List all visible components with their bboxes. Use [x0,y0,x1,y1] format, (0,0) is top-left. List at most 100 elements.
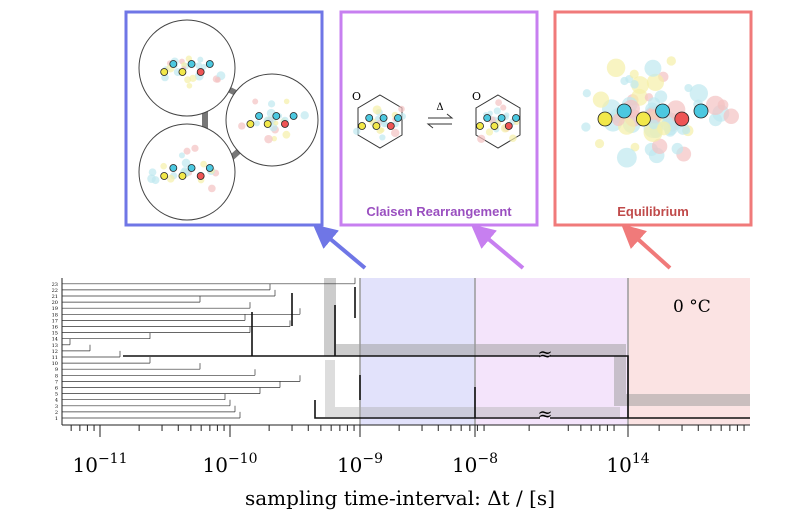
atom [252,98,259,105]
atom [166,174,175,183]
atom [214,76,221,83]
atom [476,122,484,130]
atom [512,114,520,122]
atom [485,128,494,136]
leaf-label: 8 [55,373,58,379]
atom [717,99,729,111]
atom [187,60,196,68]
panel-label: Claisen Rearrangement [366,204,512,219]
atom [708,113,723,127]
atom [148,168,157,177]
atom [597,111,613,127]
leaf-label: 2 [55,410,58,416]
atom [263,120,272,128]
leaf-label: 20 [52,300,58,306]
leaf-label: 4 [55,398,58,404]
atom [160,68,169,76]
x-tick-label: 10−11 [73,451,128,477]
atom [477,134,486,143]
atom [630,142,640,152]
leaf-label: 10 [52,361,58,367]
atom [181,158,191,168]
atom [674,111,690,127]
atom [379,114,388,122]
temperature: 0 °C [673,297,711,317]
leaf-label: 16 [52,325,58,331]
axis-break: ≈ [537,344,552,365]
leaf-label: 6 [55,386,58,392]
atom [205,60,214,68]
atom [620,76,629,86]
atom [200,160,207,168]
atom [581,122,591,132]
atom [500,104,507,111]
atom [648,119,659,130]
atom [681,126,691,135]
atom [398,105,405,113]
atom [379,134,386,141]
atom [186,82,193,89]
x-tick-label: 10−8 [452,451,498,477]
ring [475,94,521,149]
atom [509,134,517,143]
leaf-label: 15 [52,331,58,337]
atom [281,120,289,128]
atom [693,103,709,119]
atom [379,127,385,133]
leaf-label: 17 [52,318,58,324]
x-tick-label: 1014 [606,451,649,477]
atom [267,100,276,108]
arrow [312,224,367,270]
atom [657,121,671,136]
equilibrium-arrows [426,113,454,129]
atom [493,107,501,115]
x-tick-label: 10−10 [203,451,258,477]
atom [178,172,187,180]
atom [358,122,366,130]
dendrogram-links [123,287,750,419]
atom [160,162,167,170]
atom [386,122,395,130]
arrow-label: Δ [436,102,443,113]
leaf-label: 12 [52,349,58,355]
atom [646,73,665,92]
atom [616,103,632,119]
atom [644,59,662,77]
atom [629,69,639,79]
x-axis-label: sampling time-interval: Δt / [s] [245,486,555,510]
atom [246,120,255,128]
atom [151,176,160,185]
x-tick-label: 10−9 [337,451,383,477]
atom [495,99,503,106]
leaf-label: 14 [52,337,58,343]
atom [594,139,605,149]
atom [272,112,281,120]
path-highlight [325,360,620,417]
leaf-label: 5 [55,392,58,398]
atom [651,138,668,154]
atom [365,114,374,122]
atom [169,164,178,172]
axis-break: ≈ [537,404,552,425]
atom [636,111,651,127]
atom [353,127,361,135]
tick-exponent: −11 [98,451,128,467]
atom [684,83,693,93]
atom [183,147,191,155]
atom [394,114,402,122]
atom [630,80,639,89]
atom [582,89,591,98]
atom [253,120,260,127]
atom [671,142,684,155]
tick-base: 10 [452,453,477,477]
tick-exponent: −9 [362,451,383,467]
atom [300,111,309,120]
panel-label: Equilibrium [617,204,689,219]
atom [391,128,400,138]
tick-base: 10 [203,453,228,477]
atom [372,105,382,115]
arrow [621,223,672,270]
atom [616,147,637,168]
